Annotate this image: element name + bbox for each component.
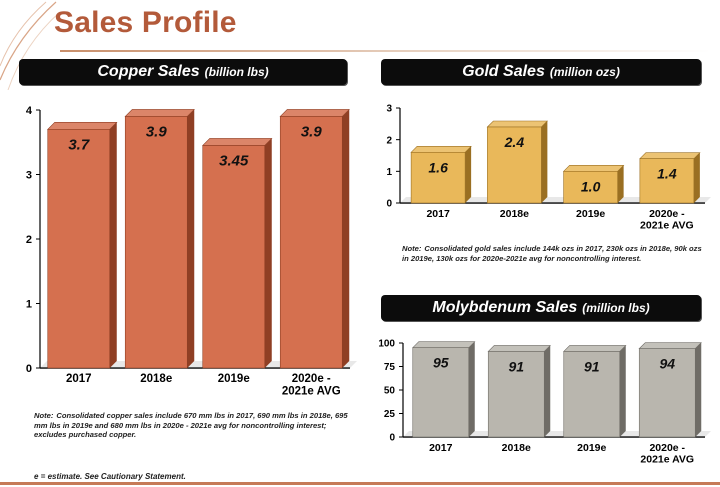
copper-bar-top xyxy=(279,109,350,117)
molybdenum-bar xyxy=(638,348,696,438)
gold-bar-side xyxy=(541,121,548,203)
copper-bar-side xyxy=(187,109,195,368)
molybdenum-y-tick-label: 0 xyxy=(389,433,395,444)
copper-y-tick-label: 2 xyxy=(26,234,32,246)
copper-note-label: Note: xyxy=(34,411,54,420)
gold-bar xyxy=(563,171,618,204)
gold-bar-top xyxy=(486,120,549,128)
molybdenum-bar xyxy=(412,347,470,438)
copper-bar-side xyxy=(264,138,272,368)
molybdenum-bar-side xyxy=(695,342,702,437)
copper-category-label: 2017 xyxy=(66,373,92,385)
copper-value-label: 3.45 xyxy=(219,152,249,169)
copper-value-label: 3.9 xyxy=(146,123,168,140)
molybdenum-y-tick-label: 25 xyxy=(384,409,396,420)
gold-bar-side xyxy=(617,165,624,203)
copper-bar xyxy=(202,145,266,369)
copper-value-label: 3.7 xyxy=(68,136,90,153)
copper-bar-side xyxy=(342,109,350,368)
copper-chart-title: Copper Sales xyxy=(97,63,200,80)
copper-note: Note: Consolidated copper sales include 6… xyxy=(34,411,360,440)
copper-bar xyxy=(279,116,343,369)
molybdenum-category-label: 2019e xyxy=(577,442,606,454)
gold-category-label: 2019e xyxy=(576,208,605,220)
gold-chart-banner: Gold Sales (million ozs) xyxy=(381,59,701,85)
gold-chart-unit: (million ozs) xyxy=(549,65,620,79)
molybdenum-bar-top xyxy=(412,341,476,349)
gold-category-label: 2020e -2021e AVG xyxy=(640,208,694,232)
copper-bar xyxy=(47,129,111,369)
copper-category-label: 2018e xyxy=(140,373,172,385)
molybdenum-y-tick-label: 75 xyxy=(384,362,396,373)
gold-category-label: 2018e xyxy=(500,208,529,220)
molybdenum-bar-side xyxy=(468,341,475,437)
gold-bar xyxy=(487,126,542,204)
gold-y-tick-label: 0 xyxy=(386,199,392,210)
copper-bar-top xyxy=(124,109,195,117)
gold-bar-top xyxy=(562,165,625,172)
gold-bar-side xyxy=(693,152,700,203)
gold-note: Note: Consolidated gold sales include 144… xyxy=(402,244,702,263)
bottom-divider xyxy=(0,482,720,485)
page-title: Sales Profile xyxy=(54,6,237,39)
copper-bar-top xyxy=(202,138,273,146)
molybdenum-y-tick-label: 50 xyxy=(384,386,396,397)
molybdenum-floor xyxy=(403,431,711,437)
copper-y-tick-label: 3 xyxy=(26,169,32,181)
copper-bar xyxy=(124,116,188,369)
copper-bar-top xyxy=(47,122,118,130)
copper-note-text: Consolidated copper sales include 670 mm… xyxy=(34,411,348,439)
gold-value-label: 2.4 xyxy=(504,134,525,150)
copper-y-tick-label: 4 xyxy=(26,105,33,117)
molybdenum-value-label: 94 xyxy=(659,356,675,372)
title-divider xyxy=(60,50,710,52)
copper-category-label: 2019e xyxy=(218,373,250,385)
copper-bar-side xyxy=(109,122,117,368)
copper-floor xyxy=(40,361,357,368)
gold-value-label: 1.6 xyxy=(428,159,448,175)
gold-bar-top xyxy=(410,146,472,153)
copper-y-tick-label: 1 xyxy=(26,298,32,310)
molybdenum-category-label: 2018e xyxy=(502,442,531,454)
gold-note-label: Note: xyxy=(402,244,422,253)
corner-decoration xyxy=(0,1,60,90)
gold-value-label: 1.4 xyxy=(657,166,677,182)
molybdenum-value-label: 91 xyxy=(508,358,524,374)
molybdenum-value-label: 91 xyxy=(584,358,600,374)
molybdenum-bar xyxy=(563,351,621,438)
gold-category-label: 2017 xyxy=(426,208,450,220)
gold-value-label: 1.0 xyxy=(581,178,601,194)
molybdenum-chart-unit: (million lbs) xyxy=(582,301,650,315)
gold-bar-side xyxy=(465,146,472,203)
molybdenum-chart-banner: Molybdenum Sales (million lbs) xyxy=(381,295,701,321)
molybdenum-category-label: 2017 xyxy=(429,442,453,454)
gold-y-tick-label: 3 xyxy=(386,104,392,115)
estimate-footnote: e = estimate. See Cautionary Statement. xyxy=(34,472,186,481)
gold-note-text: Consolidated gold sales include 144k ozs… xyxy=(402,244,702,263)
copper-value-label: 3.9 xyxy=(301,123,323,140)
gold-floor xyxy=(400,197,711,203)
gold-bar-top xyxy=(639,152,701,159)
molybdenum-bar xyxy=(487,351,545,438)
gold-chart-title: Gold Sales xyxy=(462,63,545,80)
molybdenum-chart-title: Molybdenum Sales xyxy=(432,299,578,316)
molybdenum-bar-top xyxy=(563,345,627,352)
molybdenum-y-tick-label: 100 xyxy=(378,339,395,350)
molybdenum-bar-top xyxy=(487,345,551,352)
molybdenum-bar-side xyxy=(619,345,626,437)
copper-chart-banner: Copper Sales (billion lbs) xyxy=(19,59,347,85)
copper-y-tick-label: 0 xyxy=(26,363,32,375)
copper-category-label: 2020e -2021e AVG xyxy=(282,373,341,398)
gold-bar xyxy=(639,158,695,204)
molybdenum-category-label: 2020e -2021e AVG xyxy=(640,442,694,466)
gold-bar xyxy=(410,152,466,204)
molybdenum-bar-top xyxy=(638,342,702,349)
copper-chart-unit: (billion lbs) xyxy=(204,65,269,79)
gold-y-tick-label: 1 xyxy=(386,167,392,178)
molybdenum-value-label: 95 xyxy=(433,355,449,371)
gold-y-tick-label: 2 xyxy=(386,135,392,146)
molybdenum-bar-side xyxy=(544,345,551,437)
